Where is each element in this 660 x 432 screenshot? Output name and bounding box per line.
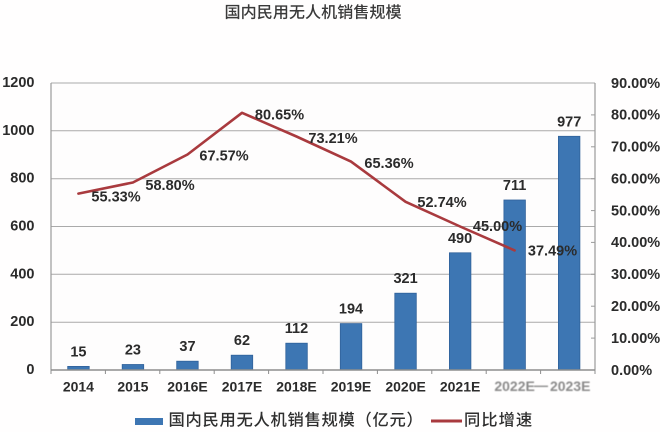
- svg-text:90.00%: 90.00%: [611, 76, 660, 92]
- svg-text:2022E: 2022E: [494, 378, 534, 394]
- svg-text:2018E: 2018E: [276, 379, 316, 395]
- svg-text:65.36%: 65.36%: [364, 156, 413, 172]
- svg-text:45.00%: 45.00%: [473, 219, 522, 235]
- svg-text:40.00%: 40.00%: [611, 235, 660, 251]
- svg-text:70.00%: 70.00%: [611, 140, 660, 156]
- svg-text:58.80%: 58.80%: [145, 178, 194, 194]
- svg-text:2023E: 2023E: [550, 378, 590, 394]
- svg-text:30.00%: 30.00%: [611, 267, 660, 283]
- svg-text:2021E: 2021E: [440, 379, 480, 395]
- svg-text:600: 600: [10, 219, 34, 235]
- svg-text:80.00%: 80.00%: [611, 108, 660, 124]
- svg-text:2020E: 2020E: [385, 379, 425, 395]
- svg-text:50.00%: 50.00%: [611, 203, 660, 219]
- svg-text:2019E: 2019E: [331, 379, 371, 395]
- svg-text:977: 977: [557, 114, 581, 130]
- svg-text:62: 62: [234, 333, 250, 349]
- svg-text:2015: 2015: [117, 379, 148, 395]
- svg-text:400: 400: [10, 266, 34, 282]
- svg-text:10.00%: 10.00%: [611, 331, 660, 347]
- svg-text:37: 37: [179, 339, 195, 355]
- svg-text:15: 15: [70, 344, 86, 360]
- svg-text:80.65%: 80.65%: [255, 108, 304, 124]
- svg-text:490: 490: [448, 231, 472, 247]
- svg-text:711: 711: [503, 178, 526, 194]
- svg-text:194: 194: [339, 302, 363, 318]
- svg-text:800: 800: [10, 171, 34, 187]
- svg-text:23: 23: [125, 343, 141, 359]
- svg-text:—: —: [534, 377, 548, 393]
- svg-text:67.57%: 67.57%: [199, 149, 248, 165]
- svg-text:2014: 2014: [63, 379, 94, 395]
- svg-text:55.33%: 55.33%: [91, 190, 140, 206]
- svg-text:52.74%: 52.74%: [417, 195, 466, 211]
- svg-text:200: 200: [10, 314, 34, 330]
- svg-text:1000: 1000: [2, 123, 34, 139]
- svg-text:2017E: 2017E: [222, 379, 262, 395]
- svg-text:2016E: 2016E: [167, 379, 207, 395]
- svg-text:112: 112: [285, 321, 308, 337]
- svg-text:0.00%: 0.00%: [611, 363, 652, 379]
- svg-text:0: 0: [26, 362, 34, 378]
- svg-text:60.00%: 60.00%: [611, 172, 660, 188]
- svg-text:20.00%: 20.00%: [611, 299, 660, 315]
- svg-text:73.21%: 73.21%: [308, 131, 357, 147]
- svg-text:321: 321: [393, 271, 417, 287]
- svg-text:37.49%: 37.49%: [528, 244, 577, 260]
- svg-text:1200: 1200: [2, 75, 34, 91]
